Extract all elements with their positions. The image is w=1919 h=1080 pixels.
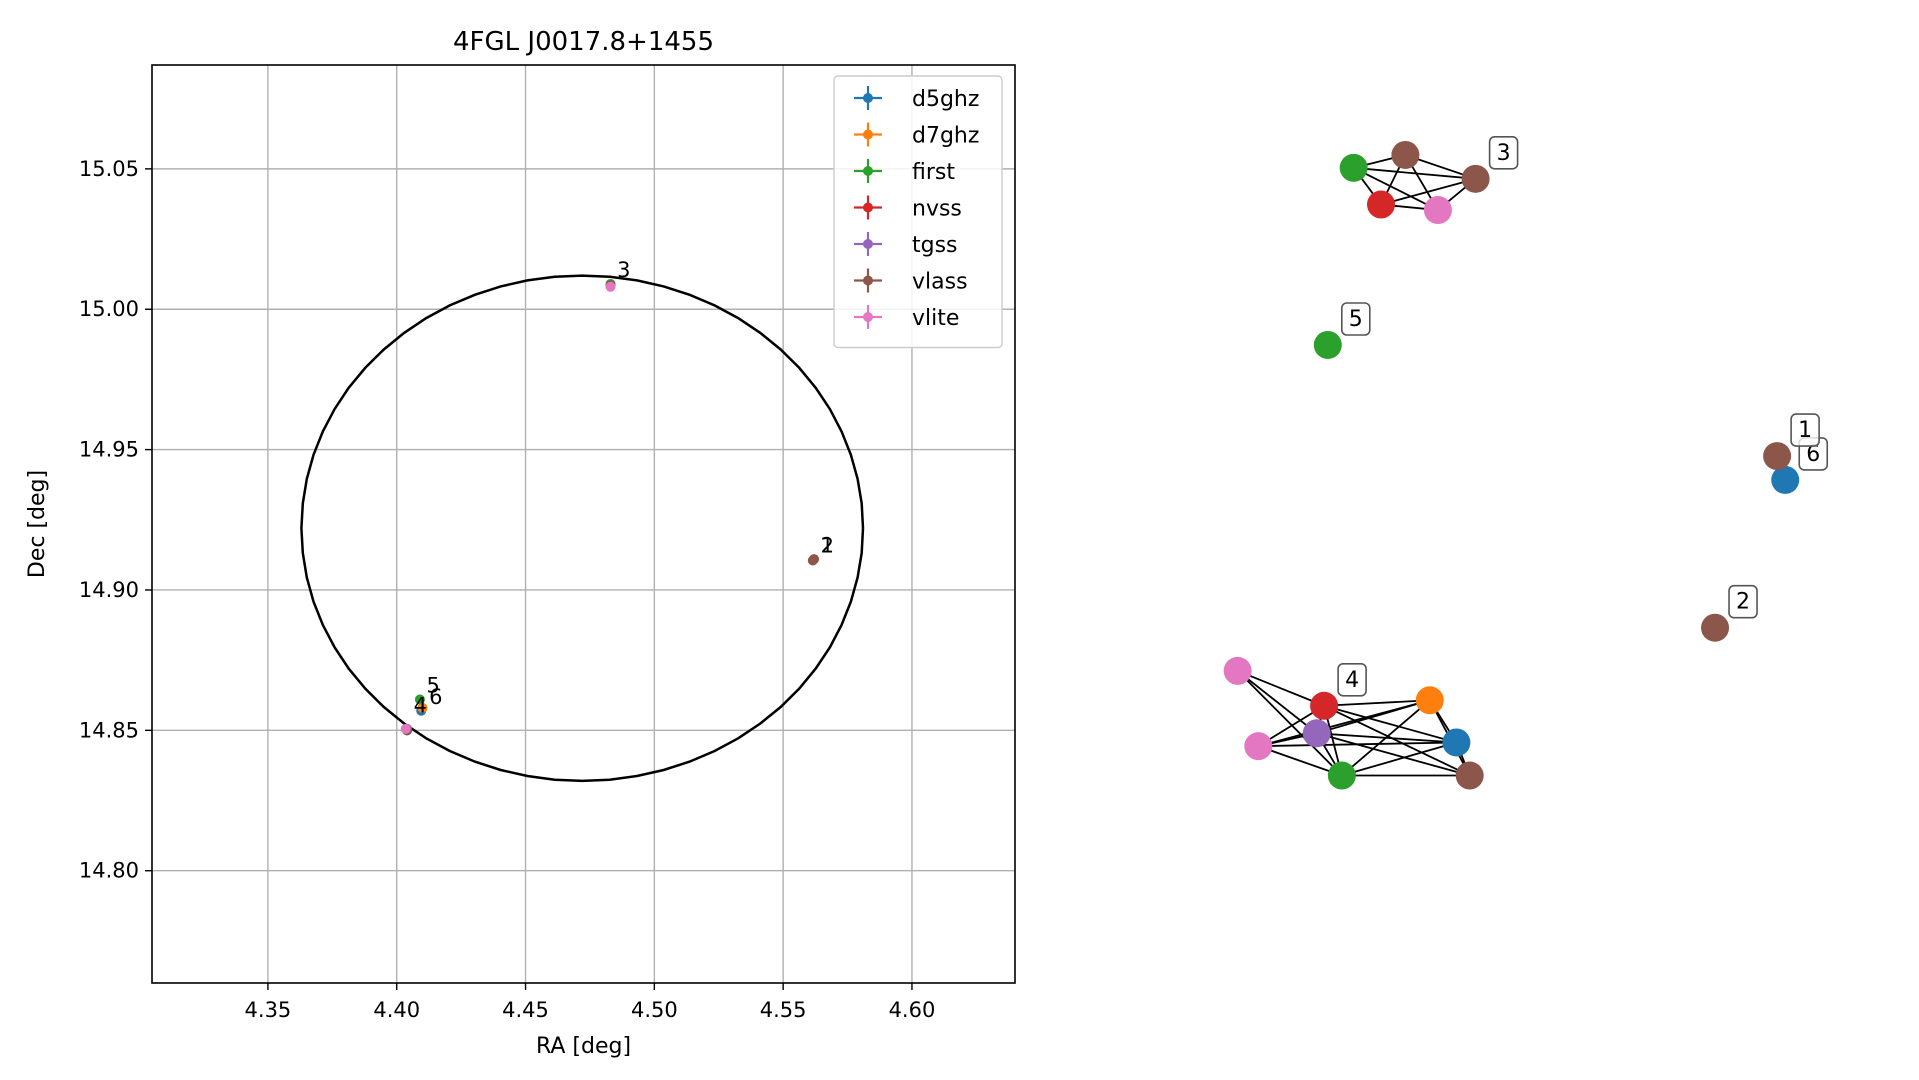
network-label-box [1488,136,1519,170]
network-label-box [1337,662,1367,697]
network-label: 5 [1349,307,1363,332]
network-node [1455,761,1484,790]
network-edge [1341,741,1457,777]
network-label: 2 [1736,590,1750,615]
network-node [1442,728,1471,757]
x-tick-label: 4.45 [502,998,549,1022]
y-tick-label: 14.80 [79,859,139,883]
point-d7ghz [417,702,428,713]
network-edge [1353,167,1439,211]
chart-title: 4FGL J0017.8+1455 [453,27,714,57]
point-label: 5 [426,674,439,698]
legend-label: nvss [912,197,962,222]
point-vlite [605,281,616,292]
network-node [1223,656,1252,685]
point-annotations: 12 3 456 [414,258,834,717]
network-node [1461,164,1490,193]
point-label: 4 [414,693,427,717]
network-node [1771,465,1800,494]
legend-label: vlite [912,306,959,331]
y-tick-label: 14.90 [79,578,139,602]
network-labels: 3 5 61 2 4 [1337,136,1829,697]
legend-marker [863,275,873,286]
network-edge [1316,732,1470,777]
network-edge [1237,670,1343,777]
network-edge [1324,699,1430,707]
point-label: 6 [429,685,442,709]
network-node [1302,719,1331,748]
legend-marker [863,312,873,322]
legend-label: vlass [912,270,968,295]
network-label-box [1341,302,1371,336]
network-node [1701,613,1730,642]
network-edge [1380,177,1476,206]
network-node [1310,691,1339,720]
network-node [1313,330,1342,359]
network-edge [1237,670,1325,707]
legend-marker [863,166,873,176]
y-axis-label: Dec [deg] [25,470,50,578]
legend-marker [863,93,873,103]
network-node [1763,442,1792,471]
legend-label: d7ghz [912,124,979,149]
legend-marker [863,129,873,140]
point-label: 1 [821,533,834,557]
network-edge [1258,745,1343,777]
network-label: 6 [1806,442,1820,467]
legend-label: tgss [912,233,958,258]
legend-label: first [912,160,955,185]
point-vlite [400,723,411,734]
network-node [1391,140,1420,169]
point-label: 3 [617,258,630,282]
network-node [1423,196,1452,225]
x-ticks: 4.35 4.40 4.45 4.50 4.55 4.60 [245,983,936,1022]
localization-ellipse [300,274,865,783]
network-edge [1316,732,1457,744]
network-label-box [1790,413,1820,447]
source-points [400,278,820,736]
network-label: 1 [1798,418,1812,443]
network-node [1367,190,1396,219]
network-label: 3 [1497,141,1511,166]
y-tick-label: 15.05 [79,157,139,181]
network-edge [1353,166,1476,180]
network-label-box [1728,584,1758,619]
network-edge [1258,741,1457,748]
x-tick-label: 4.60 [889,998,936,1022]
plot-frame [151,64,1016,984]
legend-marker [863,239,873,249]
network-nodes [1223,140,1800,790]
network-edge [1237,670,1318,735]
network-node [1339,153,1368,182]
y-ticks: 14.80 14.85 14.90 14.95 15.00 15.05 [79,157,152,883]
y-tick-label: 15.00 [79,297,139,321]
crossmatch-network: 3 5 61 2 4 [1223,136,1829,790]
point-label: 2 [821,533,834,557]
x-axis-label: RA [deg] [536,1034,631,1059]
network-edge [1258,699,1431,748]
network-node [1415,686,1444,715]
legend-label: d5ghz [912,87,979,112]
point-first [414,694,425,705]
x-tick-label: 4.35 [245,998,292,1022]
y-tick-label: 14.85 [79,718,139,742]
x-tick-label: 4.55 [760,998,807,1022]
network-label: 4 [1345,668,1359,693]
network-node [1244,732,1273,761]
y-tick-label: 14.95 [79,438,139,462]
network-edge [1323,704,1471,777]
legend-marker [863,202,873,213]
x-tick-label: 4.50 [631,998,678,1022]
point-vlass [807,555,818,566]
network-edge [1323,704,1457,744]
x-tick-label: 4.40 [373,998,420,1022]
legend: d5ghz d7ghz first nvss tgss vlass vlite [833,75,1003,349]
network-node [1327,761,1356,790]
